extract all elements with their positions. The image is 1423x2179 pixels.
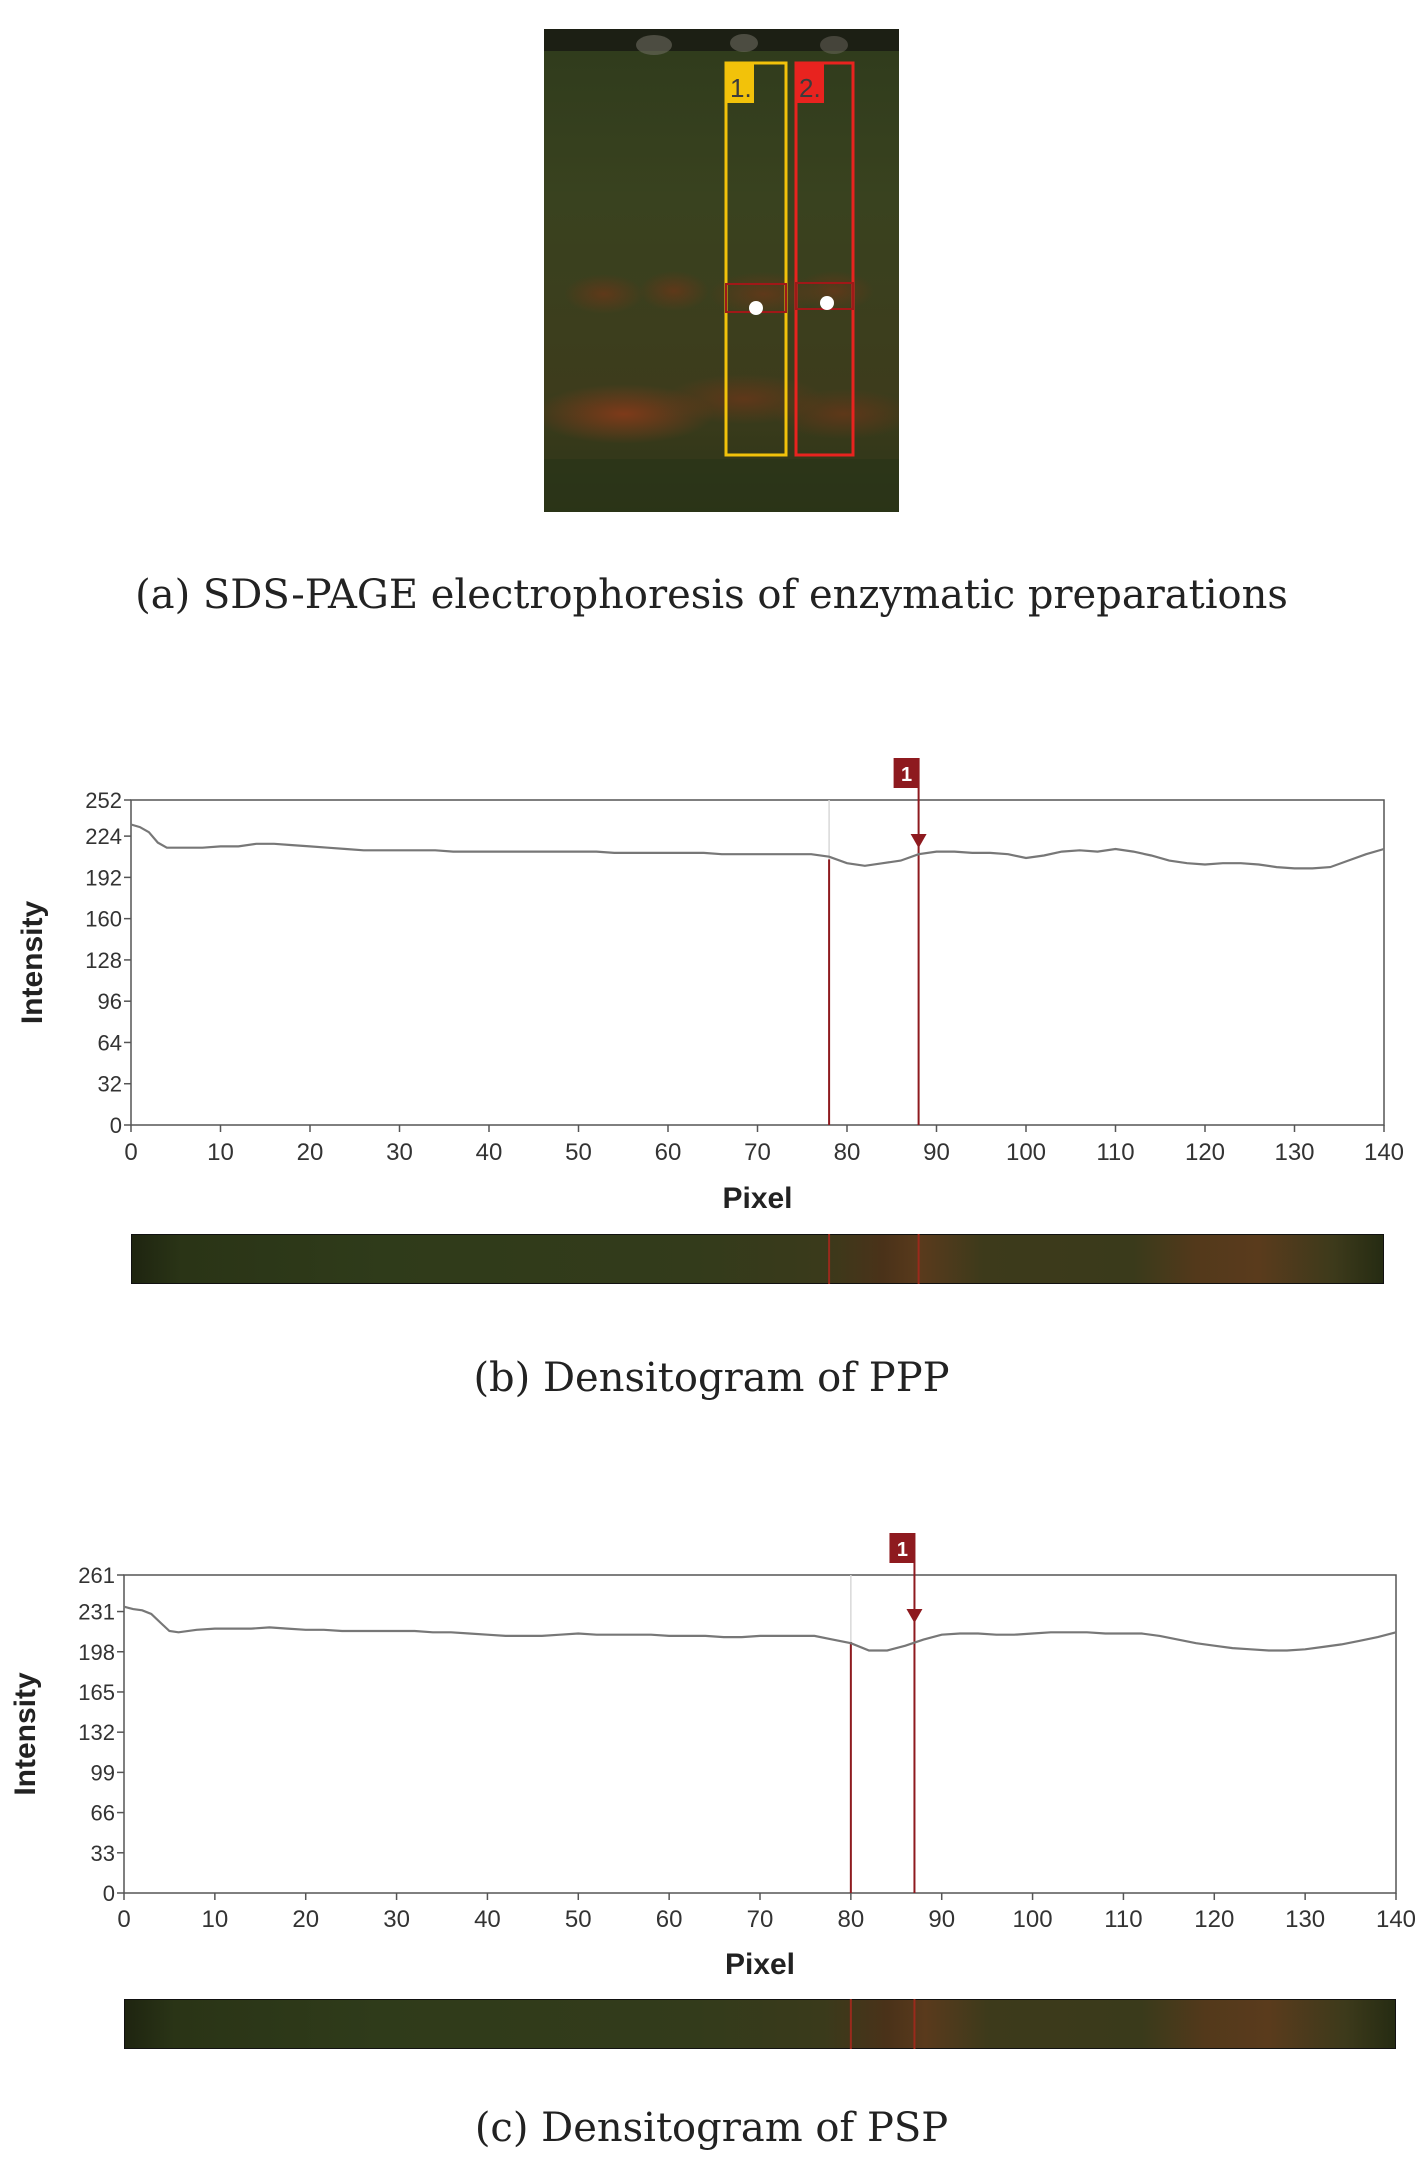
- densitogram-psp-chart: 0 33 66 99 132 165 198 231 261 0 10 20 30 40 50 60 70 80 9…: [9, 1533, 1416, 1981]
- x-tick-label: 50: [565, 1139, 592, 1166]
- x-tick-label: 0: [124, 1139, 137, 1166]
- x-tick-label: 80: [834, 1139, 861, 1166]
- y-tick-label: 66: [91, 1801, 115, 1826]
- lane-strip-fill: [124, 1999, 1396, 2049]
- x-tick-label: 20: [297, 1139, 324, 1166]
- peak-marker-box: [889, 1533, 916, 1563]
- ppp-lane-strip: [131, 1234, 1384, 1284]
- caption-b: (b) Densitogram of PPP: [473, 1355, 950, 1401]
- x-tick-label: 70: [744, 1139, 771, 1166]
- peak-marker-box: [893, 758, 920, 788]
- y-tick-label: 128: [85, 948, 122, 973]
- peak-marker-label: 1: [901, 764, 912, 786]
- y-tick-label: 64: [98, 1030, 122, 1055]
- y-tick-label: 261: [78, 1563, 115, 1588]
- y-tick-label: 224: [85, 824, 122, 849]
- plot-frame: [130, 799, 1385, 1126]
- y-tick-label: 192: [85, 865, 122, 890]
- gel-image: 1. 2.: [544, 29, 899, 512]
- peak-marker-label: 1: [897, 1539, 908, 1561]
- y-tick-label: 96: [98, 989, 122, 1014]
- x-tick-label: 100: [1006, 1139, 1046, 1166]
- lane-1-box: [724, 61, 788, 457]
- caption-c: (c) Densitogram of PSP: [474, 2105, 949, 2151]
- y-tick-label: 198: [78, 1640, 115, 1665]
- intensity-line: [123, 1605, 1397, 1652]
- lane-strip-fill: [131, 1234, 1384, 1284]
- caption-a: (a) SDS-PAGE electrophoresis of enzymati…: [135, 572, 1288, 618]
- x-tick-label: 80: [838, 1906, 865, 1933]
- lane-1-label: 1.: [730, 73, 752, 103]
- y-tick-label: 32: [98, 1072, 122, 1097]
- y-tick-label: 132: [78, 1720, 115, 1745]
- lane-1-dot: [749, 301, 763, 315]
- x-tick-label: 120: [1185, 1139, 1225, 1166]
- lane-1-label-box: [726, 63, 754, 103]
- y-axis-label: Intensity: [16, 901, 49, 1025]
- x-tick-label: 100: [1013, 1906, 1053, 1933]
- peak-arrow-head: [906, 1609, 923, 1623]
- plot-frame: [123, 1574, 1397, 1894]
- x-tick-label: 90: [928, 1906, 955, 1933]
- y-tick-label: 231: [78, 1600, 115, 1625]
- y-tick-label: 99: [91, 1760, 115, 1785]
- peak-arrow-head: [910, 834, 927, 848]
- y-tick-label: 0: [110, 1113, 122, 1138]
- x-axis-label: Pixel: [725, 1948, 795, 1981]
- x-axis-label: Pixel: [722, 1182, 792, 1215]
- x-tick-label: 110: [1104, 1906, 1142, 1933]
- x-tick-label: 0: [117, 1906, 130, 1933]
- lane-2-label: 2.: [799, 73, 821, 103]
- psp-lane-strip: [124, 1999, 1396, 2049]
- x-tick-label: 40: [474, 1906, 501, 1933]
- y-tick-label: 0: [103, 1881, 115, 1906]
- x-tick-label: 10: [207, 1139, 234, 1166]
- y-tick-label: 165: [78, 1680, 115, 1705]
- lane-2-box: [794, 61, 855, 457]
- x-tick-label: 10: [202, 1906, 229, 1933]
- y-tick-label: 252: [85, 788, 122, 813]
- y-tick-label: 33: [91, 1841, 115, 1866]
- lane-2-dot: [820, 296, 834, 310]
- x-tick-label: 60: [656, 1906, 683, 1933]
- x-tick-label: 30: [386, 1139, 413, 1166]
- lane-2-label-box: [796, 63, 824, 103]
- x-tick-label: 50: [565, 1906, 592, 1933]
- x-tick-label: 20: [292, 1906, 319, 1933]
- x-tick-label: 110: [1096, 1139, 1134, 1166]
- x-tick-label: 40: [476, 1139, 503, 1166]
- y-axis-label: Intensity: [9, 1672, 42, 1796]
- x-tick-label: 130: [1274, 1139, 1314, 1166]
- x-tick-label: 140: [1364, 1139, 1404, 1166]
- x-tick-label: 130: [1285, 1906, 1325, 1933]
- x-tick-label: 60: [655, 1139, 682, 1166]
- x-tick-label: 140: [1376, 1906, 1416, 1933]
- x-tick-label: 30: [383, 1906, 410, 1933]
- x-tick-label: 120: [1194, 1906, 1234, 1933]
- y-tick-label: 160: [85, 907, 122, 932]
- intensity-line: [130, 823, 1385, 870]
- densitogram-ppp-chart: 0 32 64 96 128 160 192 224 252 0 10 20 30 40 50 60 70 80 9…: [16, 758, 1404, 1215]
- x-tick-label: 70: [747, 1906, 774, 1933]
- x-tick-label: 90: [923, 1139, 950, 1166]
